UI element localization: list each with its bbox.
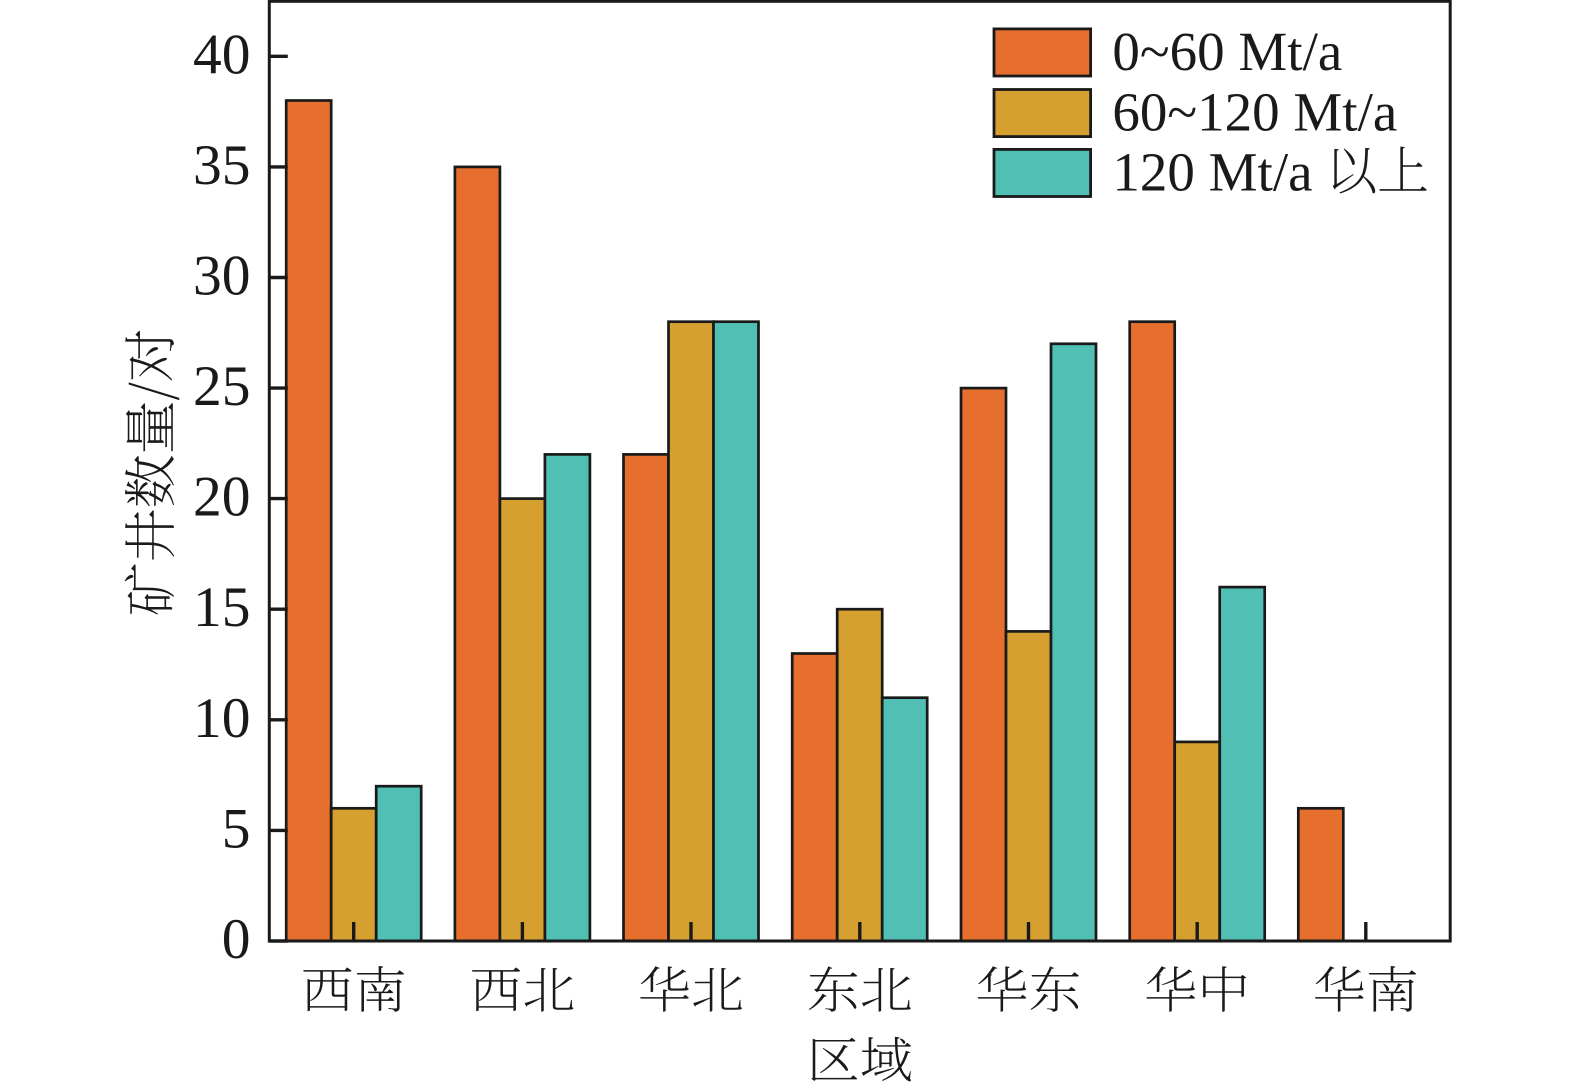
svg-text:120 Mt/a: 120 Mt/a xyxy=(1112,141,1312,202)
svg-text:60~120 Mt/a: 60~120 Mt/a xyxy=(1112,81,1397,142)
svg-text:10: 10 xyxy=(193,687,251,750)
svg-text:0: 0 xyxy=(222,908,251,971)
svg-text:0~60 Mt/a: 0~60 Mt/a xyxy=(1112,21,1342,82)
svg-text:35: 35 xyxy=(193,134,251,197)
svg-text:30: 30 xyxy=(193,245,251,308)
svg-text:40: 40 xyxy=(193,23,251,86)
svg-text:20: 20 xyxy=(193,466,251,529)
svg-text:5: 5 xyxy=(222,797,251,860)
svg-text:15: 15 xyxy=(193,576,251,639)
svg-text:25: 25 xyxy=(193,355,251,418)
